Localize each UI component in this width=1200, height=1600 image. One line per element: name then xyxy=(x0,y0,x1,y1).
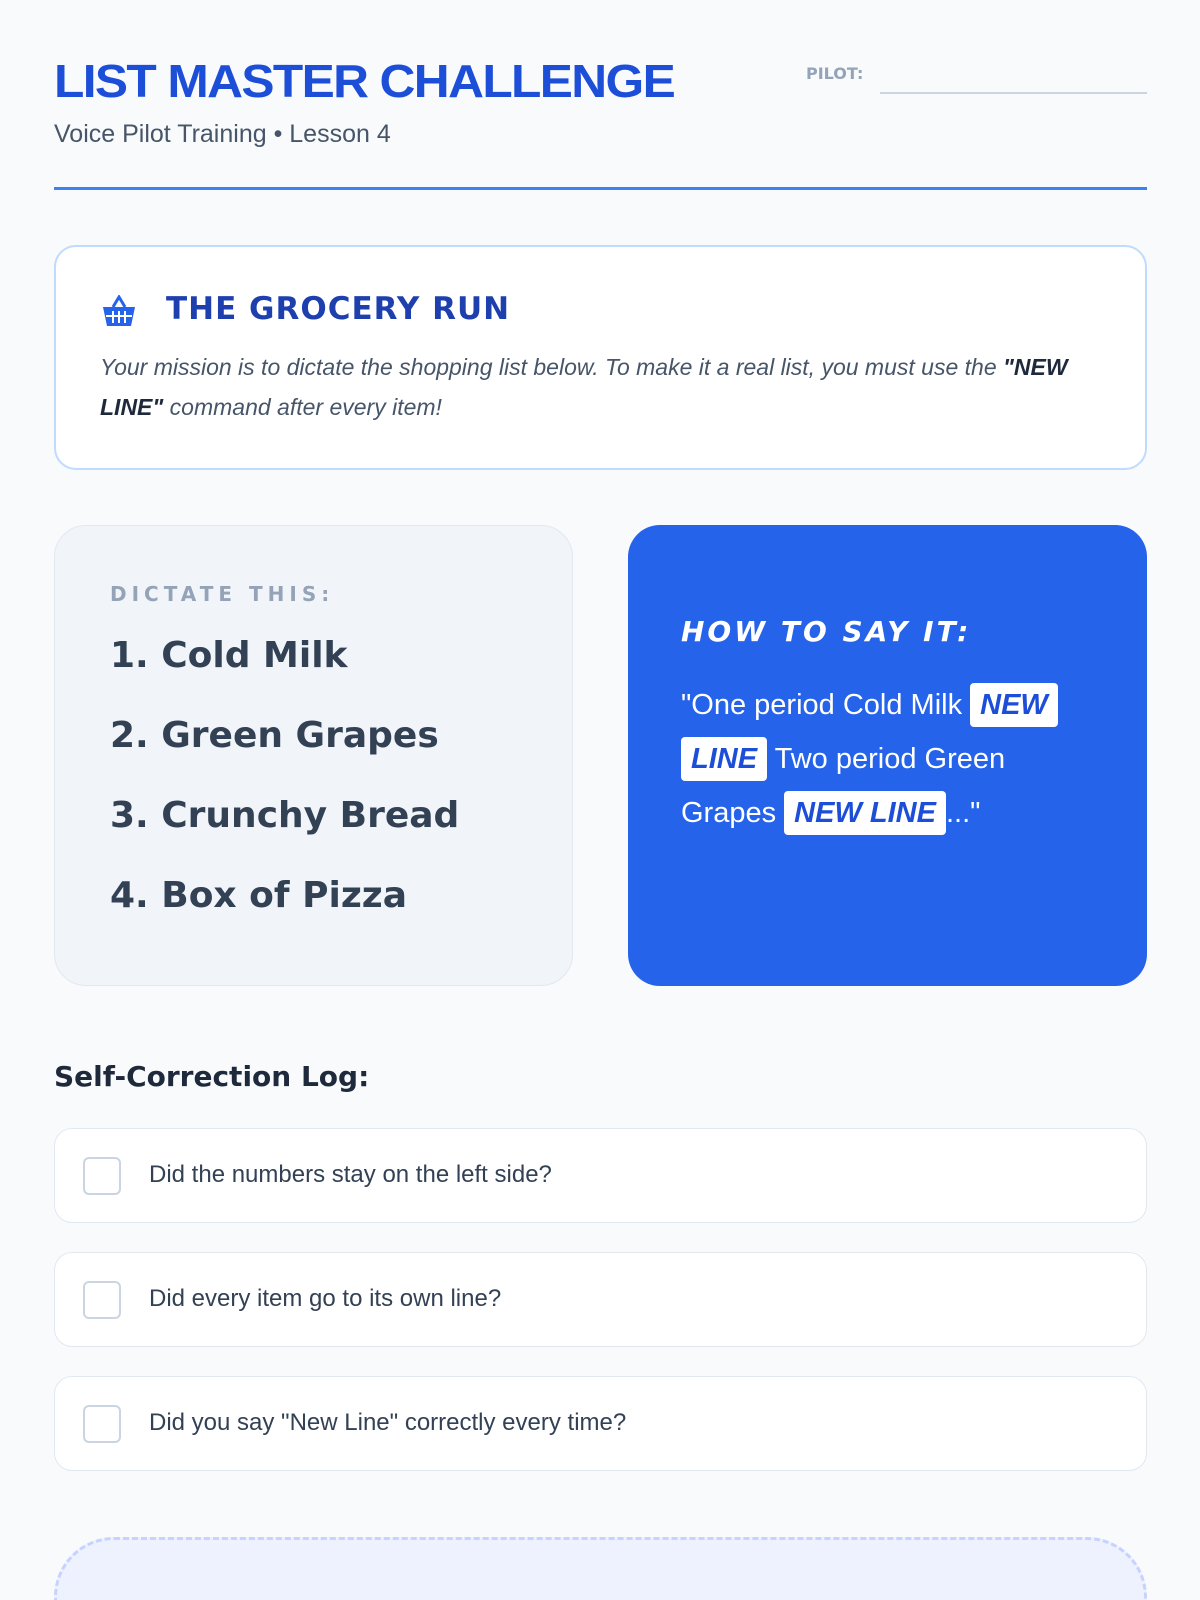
mission-description: Your mission is to dictate the shopping … xyxy=(100,347,1110,427)
mission-title: THE GROCERY RUN xyxy=(166,291,511,327)
dictate-card: DICTATE THIS: 1. Cold Milk 2. Green Grap… xyxy=(54,525,573,986)
list-item: 2. Green Grapes xyxy=(110,715,439,756)
checklist-label: Did the numbers stay on the left side? xyxy=(149,1161,552,1188)
how-to-label: HOW TO SAY IT: xyxy=(681,615,972,648)
list-item: 3. Crunchy Bread xyxy=(110,795,460,836)
list-item: 1. Cold Milk xyxy=(110,635,348,676)
new-line-tag: NEW LINE xyxy=(784,791,946,835)
mission-text-2: command after every item! xyxy=(163,394,442,420)
pilot-name-field[interactable] xyxy=(880,92,1147,94)
list-item: 4. Box of Pizza xyxy=(110,875,408,916)
basket-icon xyxy=(103,295,135,326)
mission-command: "NEW LINE" xyxy=(100,354,1068,420)
checklist-label: Did every item go to its own line? xyxy=(149,1285,502,1312)
checkbox[interactable] xyxy=(83,1157,121,1195)
header-divider xyxy=(54,187,1147,190)
pilot-label: PILOT: xyxy=(806,64,864,83)
script-text: Two period Green Grapes xyxy=(681,743,1006,829)
checklist-label: Did you say "New Line" correctly every t… xyxy=(149,1409,627,1436)
checkbox[interactable] xyxy=(83,1281,121,1319)
checklist-item[interactable]: Did every item go to its own line? xyxy=(54,1252,1147,1347)
how-to-script: "One period Cold Milk NEW LINE Two perio… xyxy=(681,678,1081,840)
mission-text-1: Your mission is to dictate the shopping … xyxy=(100,354,1003,380)
mission-card: THE GROCERY RUN Your mission is to dicta… xyxy=(54,245,1147,470)
log-title: Self-Correction Log: xyxy=(54,1060,370,1093)
checklist-item[interactable]: Did you say "New Line" correctly every t… xyxy=(54,1376,1147,1471)
page-subtitle: Voice Pilot Training • Lesson 4 xyxy=(54,120,391,148)
checklist-item[interactable]: Did the numbers stay on the left side? xyxy=(54,1128,1147,1223)
how-to-card: HOW TO SAY IT: "One period Cold Milk NEW… xyxy=(628,525,1147,986)
script-text: ..." xyxy=(945,797,981,829)
dashed-section xyxy=(54,1537,1147,1600)
dictate-label: DICTATE THIS: xyxy=(110,582,335,606)
checkbox[interactable] xyxy=(83,1405,121,1443)
script-text: "One period Cold Milk xyxy=(681,689,971,721)
page-title: LIST MASTER CHALLENGE xyxy=(54,55,676,107)
